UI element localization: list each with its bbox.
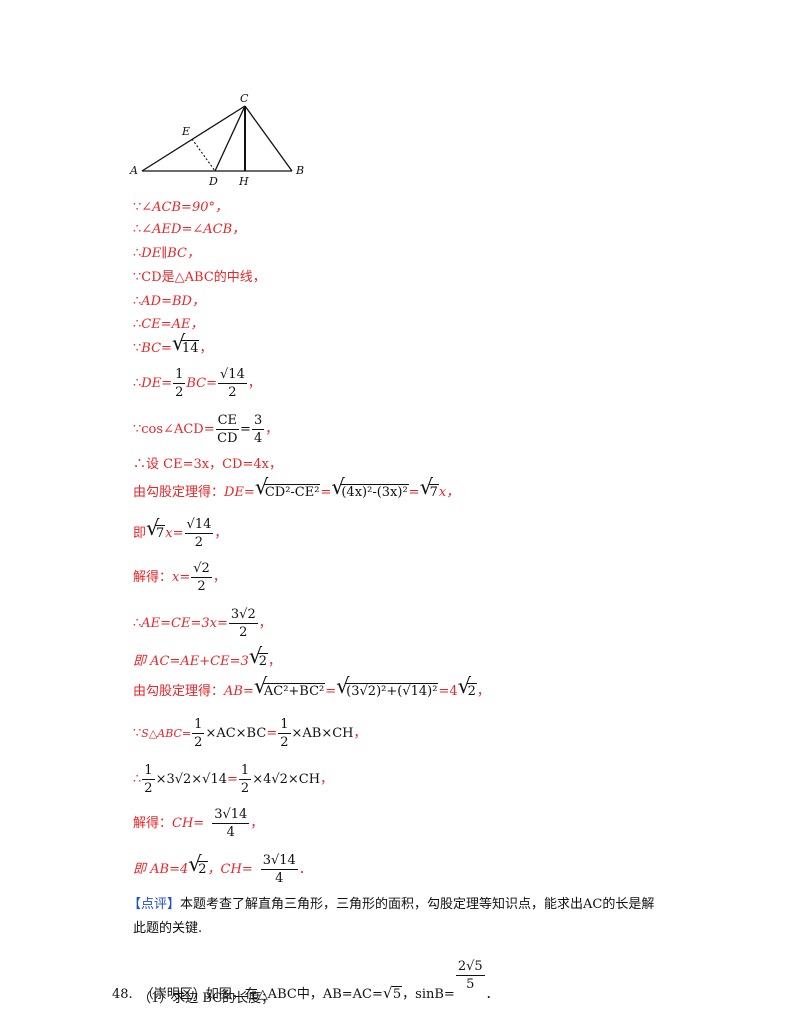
step-16: 由勾股定理得：AB=AC²+BC²=(3√2)²+(√14)²=42，	[133, 677, 490, 701]
label-c: C	[240, 92, 249, 105]
label-h: H	[238, 175, 249, 188]
label-a: A	[129, 164, 138, 177]
step-11: 由勾股定理得：DE=CD²-CE²=(4x)²-(3x)²=7x，	[133, 478, 459, 502]
step-10: ∴设 CE=3x，CD=4x，	[133, 457, 282, 472]
step-2: ∴∠AED=∠ACB，	[133, 222, 246, 237]
step-14: ∴AE=CE=3x= 3√2 2，	[133, 607, 272, 640]
step-9: ∵cos∠ACD= CE CD = 3 4，	[133, 413, 279, 446]
triangle-figure: C E A B D H	[129, 92, 304, 188]
comment-line-1: 【点评】本题考查了解直角三角形，三角形的面积，勾股定理等知识点，能求出AC的长是…	[128, 897, 655, 912]
step-17: ∵S△ABC= 1 2 ×AC×BC= 1 2 ×AB×CH，	[133, 717, 367, 750]
step-5: ∴AD=BD，	[133, 294, 205, 309]
segment-ed-dashed	[191, 138, 216, 172]
step-3: ∴DE∥BC，	[133, 246, 200, 261]
problem-48: 48.（崇明区）如图，在△ABC中，AB=AC=5，sinB=2√55．	[112, 958, 499, 1004]
comment-line-2: 此题的关键.	[133, 921, 203, 936]
label-b: B	[295, 164, 304, 177]
step-12: 即7x=√142，	[133, 516, 227, 551]
segment-cd	[214, 105, 246, 172]
step-6: ∴CE=AE，	[133, 317, 204, 332]
step-20: 即 AB=42，CH=3√144．	[133, 852, 312, 887]
step-19: 解得：CH= 3√14 4，	[133, 807, 264, 840]
step-8: ∴DE= 1 2 BC= √14 2，	[133, 367, 261, 400]
step-13: 解得：x= √2 2，	[133, 561, 226, 594]
step-7: ∵BC=14，	[133, 334, 212, 358]
segment-cb	[244, 105, 293, 172]
segment-ac	[141, 105, 246, 172]
label-d: D	[208, 175, 218, 188]
step-4: ∵CD是△ABC的中线，	[133, 270, 266, 285]
step-1: ∵∠ACB=90°，	[133, 200, 228, 215]
problem-48-question-1: （1）求边 BC的长度；	[138, 991, 275, 1006]
comment-tag: 【点评】	[128, 897, 181, 912]
label-e: E	[181, 125, 190, 138]
step-18: ∴ 1 2 ×3√2×√14= 1 2 ×4√2×CH，	[133, 763, 334, 796]
step-15: 即 AC=AE+CE=32，	[133, 647, 281, 671]
